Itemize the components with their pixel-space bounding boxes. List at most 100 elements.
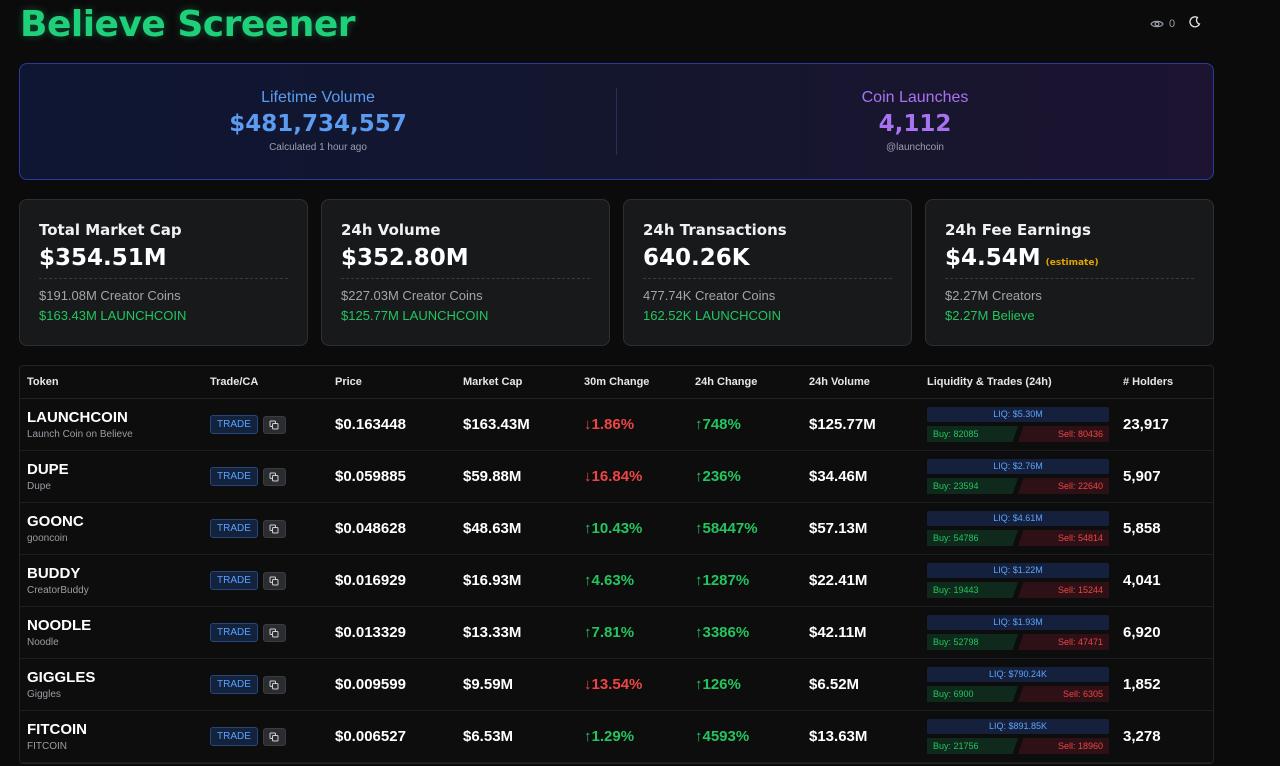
copy-icon	[269, 576, 279, 585]
holders-cell: 1,852	[1123, 676, 1161, 693]
copy-ca-button[interactable]	[262, 623, 286, 642]
trade-button[interactable]: TRADE	[210, 415, 258, 434]
buy-count: Buy: 6900	[927, 686, 1018, 702]
column-header-price[interactable]: Price	[335, 376, 362, 388]
column-header-24h-volume[interactable]: 24h Volume	[809, 376, 870, 388]
stat-card-value: $354.51M	[39, 245, 167, 271]
column-header-24h-change[interactable]: 24h Change	[695, 376, 758, 388]
copy-ca-button[interactable]	[262, 415, 286, 434]
token-symbol[interactable]: LAUNCHCOIN	[27, 409, 128, 426]
copy-ca-button[interactable]	[262, 519, 286, 538]
stat-card-label: 24h Volume	[341, 221, 441, 239]
token-symbol[interactable]: BUDDY	[27, 565, 81, 582]
table-row[interactable]: NOODLE Noodle TRADE $0.013329 $13.33M ↑7…	[20, 607, 1213, 659]
stat-card-value: $4.54M	[945, 245, 1041, 271]
token-symbol[interactable]: DUPE	[27, 461, 69, 478]
token-symbol[interactable]: GOONC	[27, 513, 84, 530]
liquidity-value: LIQ: $5.30M	[927, 407, 1109, 422]
column-header-token[interactable]: Token	[27, 376, 59, 388]
trade-cell: TRADE	[210, 675, 335, 694]
buy-count: Buy: 54786	[927, 530, 1018, 546]
estimate-note: (estimate)	[1045, 258, 1099, 268]
volume-cell: $42.11M	[809, 624, 867, 641]
trade-button[interactable]: TRADE	[210, 727, 258, 746]
liquidity-cell: LIQ: $1.22M Buy: 19443 Sell: 15244	[927, 563, 1123, 598]
stat-card-value: 640.26K	[643, 245, 750, 271]
price-cell: $0.009599	[335, 676, 406, 693]
stat-card: 24h Transactions 640.26K 477.74K Creator…	[623, 199, 912, 346]
trade-button[interactable]: TRADE	[210, 623, 258, 642]
stat-card-believe-line: $2.27M Believe	[945, 308, 1035, 323]
table-row[interactable]: FITCOIN FITCOIN TRADE $0.006527 $6.53M ↑…	[20, 711, 1213, 763]
buy-count: Buy: 19443	[927, 582, 1018, 598]
liquidity-value: LIQ: $1.93M	[927, 615, 1109, 630]
stat-card-value: $352.80M	[341, 245, 469, 271]
trade-cell: TRADE	[210, 727, 335, 746]
change-24h-cell: ↑236%	[695, 468, 741, 485]
stat-card-launchcoin-line: 162.52K LAUNCHCOIN	[643, 308, 781, 323]
token-name: Giggles	[27, 689, 61, 700]
column-header-market-cap[interactable]: Market Cap	[463, 376, 523, 388]
copy-ca-button[interactable]	[262, 727, 286, 746]
stat-card-launchcoin-line: $163.43M LAUNCHCOIN	[39, 308, 187, 323]
stat-card-label: Total Market Cap	[39, 221, 182, 239]
token-name: Dupe	[27, 481, 51, 492]
token-symbol[interactable]: GIGGLES	[27, 669, 96, 686]
sell-count: Sell: 18960	[1018, 738, 1109, 754]
lifetime-volume-label: Lifetime Volume	[261, 89, 375, 106]
copy-ca-button[interactable]	[262, 675, 286, 694]
table-row[interactable]: GOONC gooncoin TRADE $0.048628 $48.63M ↑…	[20, 503, 1213, 555]
price-cell: $0.006527	[335, 728, 406, 745]
holders-cell: 5,858	[1123, 520, 1161, 537]
coin-launches-value: 4,112	[878, 111, 952, 137]
trade-button[interactable]: TRADE	[210, 675, 258, 694]
volume-cell: $13.63M	[809, 728, 868, 745]
theme-toggle-button[interactable]	[1189, 16, 1201, 31]
trade-button[interactable]: TRADE	[210, 571, 258, 590]
change-30m-cell: ↓16.84%	[584, 468, 643, 485]
liquidity-value: LIQ: $891.85K	[927, 719, 1109, 734]
copy-ca-button[interactable]	[262, 467, 286, 486]
column-header-30m-change[interactable]: 30m Change	[584, 376, 650, 388]
table-row[interactable]: DUPE Dupe TRADE $0.059885 $59.88M ↓16.84…	[20, 451, 1213, 503]
stat-card-value-row: $4.54M (estimate)	[945, 245, 1194, 279]
sell-count: Sell: 22640	[1018, 478, 1109, 494]
column-header-liquidity[interactable]: Liquidity & Trades (24h)	[927, 376, 1052, 388]
stat-card-value-row: 640.26K	[643, 245, 892, 279]
stat-card-label: 24h Fee Earnings	[945, 221, 1091, 239]
liquidity-box: LIQ: $790.24K Buy: 6900 Sell: 6305	[927, 667, 1109, 702]
holders-cell: 4,041	[1123, 572, 1161, 589]
lifetime-volume-note: Calculated 1 hour ago	[269, 142, 367, 153]
trade-cell: TRADE	[210, 623, 335, 642]
stat-cards: Total Market Cap $354.51M $191.08M Creat…	[19, 199, 1214, 346]
token-cell: NOODLE Noodle	[20, 617, 210, 648]
change-30m-cell: ↓1.86%	[584, 416, 635, 433]
token-symbol[interactable]: NOODLE	[27, 617, 92, 634]
copy-icon	[269, 680, 279, 689]
change-30m-cell: ↑1.29%	[584, 728, 635, 745]
stat-card-value-row: $352.80M	[341, 245, 590, 279]
change-30m-cell: ↑10.43%	[584, 520, 643, 537]
token-symbol[interactable]: FITCOIN	[27, 721, 87, 738]
buy-count: Buy: 21756	[927, 738, 1018, 754]
table-row[interactable]: BUDDY CreatorBuddy TRADE $0.016929 $16.9…	[20, 555, 1213, 607]
token-name: Launch Coin on Believe	[27, 429, 133, 440]
copy-icon	[269, 420, 279, 429]
liquidity-box: LIQ: $1.22M Buy: 19443 Sell: 15244	[927, 563, 1109, 598]
token-cell: BUDDY CreatorBuddy	[20, 565, 210, 596]
liquidity-value: LIQ: $1.22M	[927, 563, 1109, 578]
table-row[interactable]: GIGGLES Giggles TRADE $0.009599 $9.59M ↓…	[20, 659, 1213, 711]
change-30m-cell: ↑7.81%	[584, 624, 635, 641]
trade-button[interactable]: TRADE	[210, 467, 258, 486]
trades-bar: Buy: 54786 Sell: 54814	[927, 530, 1109, 546]
token-name: FITCOIN	[27, 741, 67, 752]
trade-button[interactable]: TRADE	[210, 519, 258, 538]
trades-bar: Buy: 23594 Sell: 22640	[927, 478, 1109, 494]
table-row[interactable]: LAUNCHCOIN Launch Coin on Believe TRADE …	[20, 399, 1213, 451]
change-24h-cell: ↑748%	[695, 416, 741, 433]
column-header-holders[interactable]: # Holders	[1123, 376, 1174, 388]
price-cell: $0.016929	[335, 572, 406, 589]
market-cap-cell: $48.63M	[463, 520, 522, 537]
copy-ca-button[interactable]	[262, 571, 286, 590]
summary-banner: Lifetime Volume $481,734,557 Calculated …	[19, 63, 1214, 180]
